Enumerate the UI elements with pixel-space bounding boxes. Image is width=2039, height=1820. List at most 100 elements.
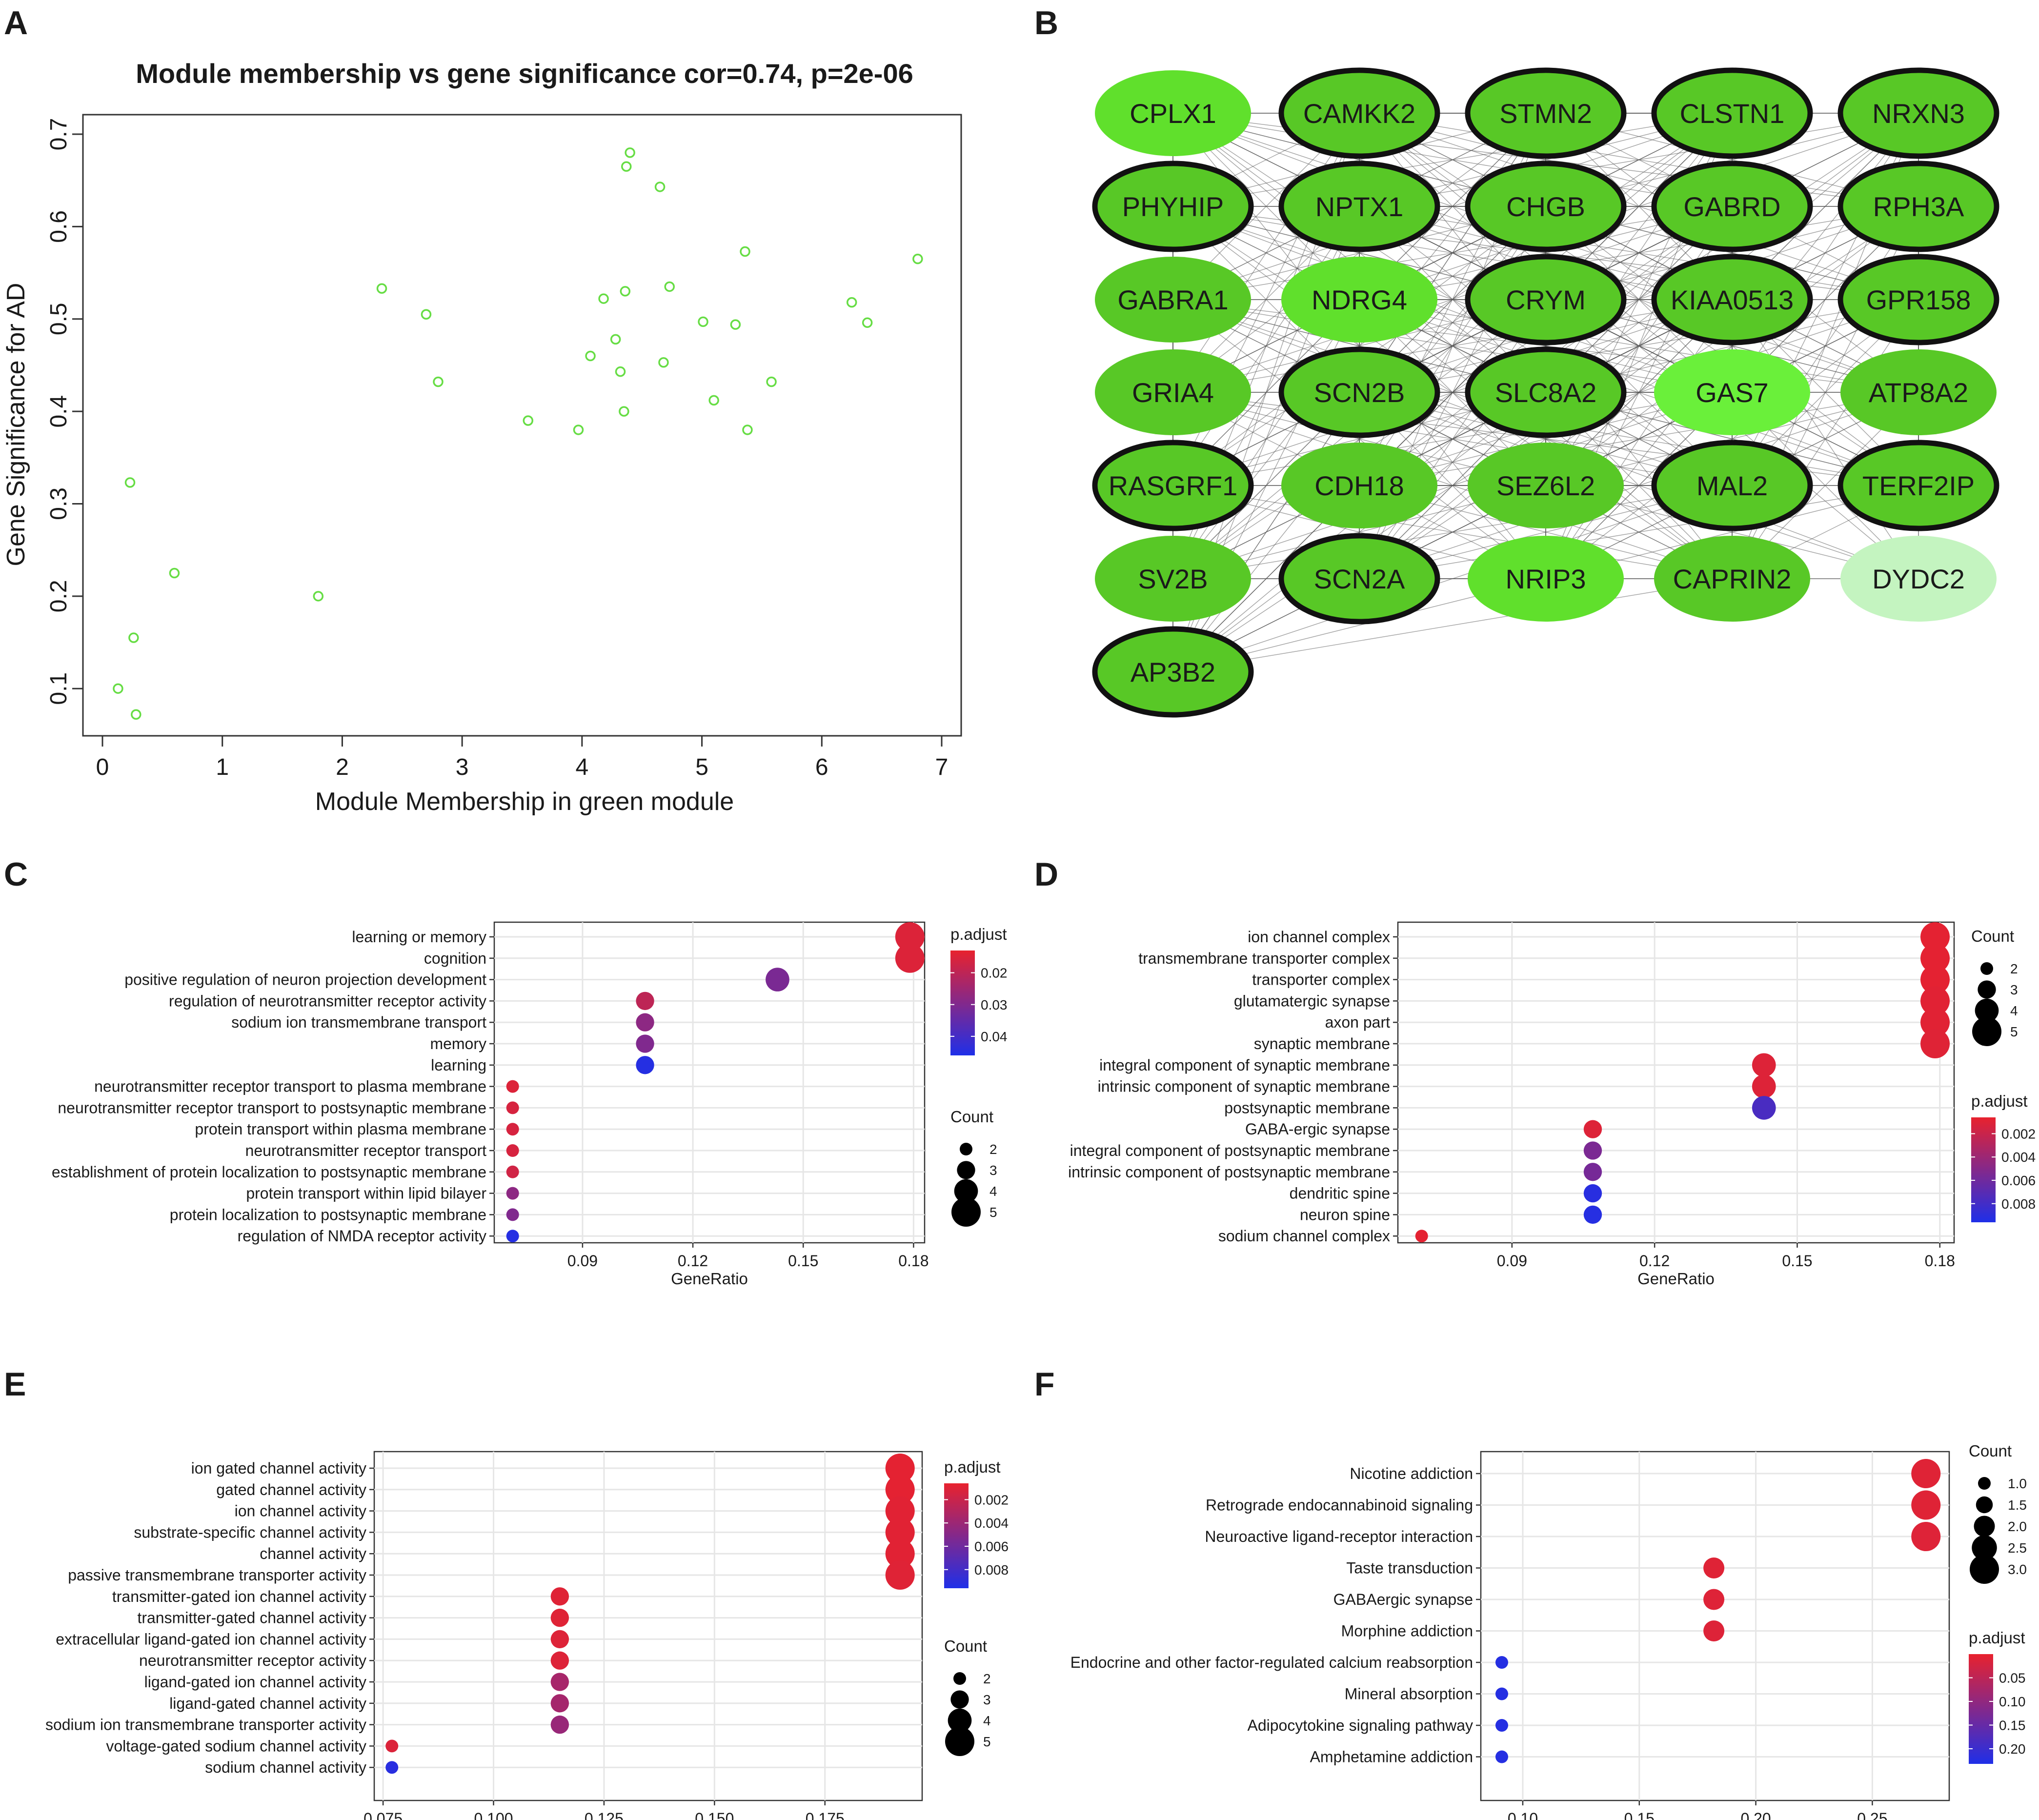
enrichment-dot — [885, 1496, 915, 1526]
enrichment-dot — [506, 1101, 519, 1114]
size-legend-label: 2.5 — [2008, 1540, 2027, 1556]
size-legend-dot — [1976, 1496, 1993, 1514]
data-point — [708, 395, 719, 406]
size-legend-dot — [950, 1690, 969, 1709]
gene-node: TERF2IP — [1837, 440, 1999, 531]
data-point — [128, 632, 139, 643]
chart-title: Module membership vs gene significance c… — [136, 58, 913, 89]
size-legend-label: 3 — [989, 1163, 997, 1178]
enrichment-dot — [636, 1013, 654, 1031]
data-point — [433, 376, 444, 387]
gene-node: SLC8A2 — [1465, 346, 1627, 438]
colorbar-tick-label: 0.008 — [2001, 1196, 2036, 1212]
enrichment-dot — [636, 1056, 654, 1074]
x-tick-label: 0.18 — [898, 1252, 929, 1270]
data-point — [846, 297, 857, 308]
network-edge — [1359, 392, 1919, 486]
term-label: ion channel activity — [235, 1502, 366, 1520]
panel-a: A Module membership vs gene significance… — [2, 4, 962, 816]
size-legend-label: 5 — [2010, 1024, 2018, 1039]
gene-node-shape — [1092, 626, 1254, 718]
gene-node: AP3B2 — [1092, 626, 1254, 718]
data-point — [124, 477, 136, 488]
gene-node: GRIA4 — [1095, 349, 1251, 435]
enrichment-dot — [550, 1715, 569, 1734]
gene-node-label: NRXN3 — [1872, 98, 1965, 129]
term-label: learning or memory — [352, 928, 486, 946]
x-tick-label: 0.25 — [1857, 1810, 1887, 1820]
gene-node: RASGRF1 — [1092, 440, 1254, 531]
enrichment-dot — [1911, 1459, 1941, 1488]
enrichment-dot — [1752, 1096, 1776, 1120]
size-legend-label: 3.0 — [2008, 1562, 2027, 1577]
data-point — [598, 293, 609, 304]
term-label: passive transmembrane transporter activi… — [68, 1566, 366, 1584]
x-tick-label: 0.12 — [1639, 1252, 1670, 1270]
colorbar-tick-label: 0.04 — [981, 1029, 1008, 1044]
enrichment-dot — [1920, 1029, 1950, 1058]
enrichment-dot — [506, 1144, 519, 1157]
gene-node: DYDC2 — [1840, 536, 1997, 622]
enrichment-dot — [895, 922, 925, 951]
enrichment-dot — [1583, 1205, 1602, 1224]
term-label: neurotransmitter receptor transport to p… — [58, 1099, 486, 1116]
enrichment-dot — [550, 1694, 569, 1713]
network-edge — [1172, 113, 1733, 207]
x-tick-label: 2 — [336, 754, 349, 780]
y-tick-label: 0.6 — [46, 210, 72, 243]
enrichment-dot — [1920, 943, 1950, 973]
enrichment-dot — [885, 1560, 915, 1590]
colorbar-title: p.adjust — [1969, 1629, 2025, 1647]
data-point — [313, 591, 324, 602]
gene-node-label: NRIP3 — [1506, 564, 1586, 594]
enrichment-dot — [385, 1761, 399, 1774]
gene-node-label: RASGRF1 — [1109, 470, 1238, 501]
gene-node-shape — [1837, 254, 1999, 345]
size-legend-label: 4 — [989, 1184, 997, 1199]
term-label: gated channel activity — [216, 1481, 366, 1498]
term-label: transmembrane transporter complex — [1138, 950, 1390, 967]
x-tick-label: 0 — [96, 754, 109, 780]
gene-node-label: CHGB — [1506, 191, 1585, 222]
term-label: learning — [431, 1056, 486, 1074]
size-legend-dot — [945, 1727, 974, 1756]
enrichment-dot — [1495, 1687, 1508, 1700]
term-label: Endocrine and other factor-regulated cal… — [1070, 1654, 1473, 1671]
gene-node: PHYHIP — [1092, 161, 1254, 252]
enrichment-dot — [506, 1208, 519, 1221]
network-edge — [1359, 485, 1919, 579]
enrichment-dot — [885, 1475, 915, 1504]
enrichment-dot — [1703, 1589, 1725, 1610]
x-axis-label: Module Membership in green module — [315, 788, 734, 816]
gene-node-shape — [1654, 349, 1810, 435]
enrichment-dot — [1920, 986, 1950, 1016]
enrichment-dot — [506, 1187, 519, 1200]
data-point — [523, 415, 534, 426]
gene-node-shape — [1095, 70, 1251, 156]
gene-node: CAMKK2 — [1278, 67, 1440, 159]
term-label: sodium channel activity — [205, 1759, 366, 1776]
gene-node: STMN2 — [1465, 67, 1627, 159]
term-label: regulation of NMDA receptor activity — [238, 1227, 486, 1245]
gene-node-shape — [1651, 440, 1813, 531]
colorbar-tick-label: 0.004 — [974, 1516, 1009, 1531]
gene-node-label: DYDC2 — [1872, 564, 1965, 594]
gene-node-label: GABRA1 — [1117, 284, 1228, 315]
panel-letter-a: A — [4, 4, 28, 41]
size-legend-dot — [948, 1708, 972, 1733]
gene-node-label: NPTX1 — [1315, 191, 1404, 222]
plot-frame — [373, 1451, 923, 1801]
term-label: Retrograde endocannabinoid signaling — [1206, 1496, 1473, 1514]
term-label: integral component of synaptic membrane — [1099, 1056, 1390, 1074]
gene-node-shape — [1651, 254, 1813, 345]
term-label: Adipocytokine signaling pathway — [1247, 1717, 1473, 1734]
gene-node-label: GABRD — [1683, 191, 1780, 222]
colorbar — [944, 1483, 969, 1588]
gene-node: RPH3A — [1837, 161, 1999, 252]
gene-node-label: MAL2 — [1696, 470, 1768, 501]
gene-node-shape — [1840, 349, 1997, 435]
size-legend-label: 5 — [983, 1734, 991, 1749]
gene-node-shape — [1095, 536, 1251, 622]
term-label: neurotransmitter receptor activity — [139, 1652, 366, 1669]
